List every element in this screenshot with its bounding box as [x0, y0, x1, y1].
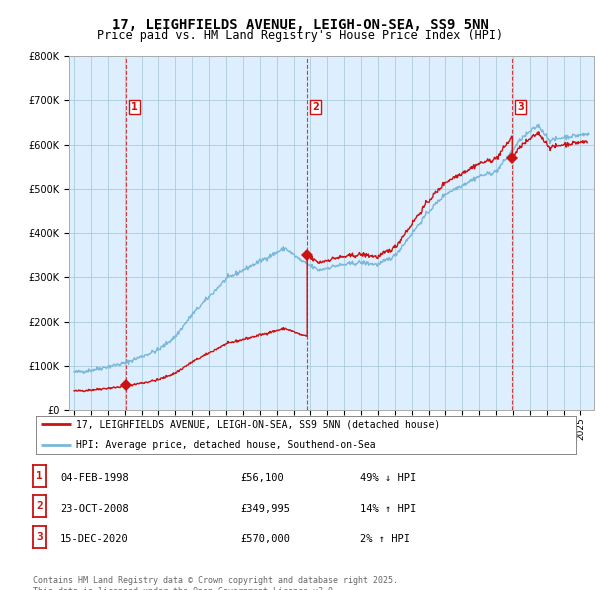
- Text: £56,100: £56,100: [240, 473, 284, 483]
- Text: 3: 3: [36, 532, 43, 542]
- Text: HPI: Average price, detached house, Southend-on-Sea: HPI: Average price, detached house, Sout…: [77, 440, 376, 450]
- Text: 2: 2: [312, 102, 319, 112]
- Text: Price paid vs. HM Land Registry's House Price Index (HPI): Price paid vs. HM Land Registry's House …: [97, 30, 503, 42]
- Text: 2% ↑ HPI: 2% ↑ HPI: [360, 535, 410, 545]
- Text: 2: 2: [36, 502, 43, 512]
- Text: 17, LEIGHFIELDS AVENUE, LEIGH-ON-SEA, SS9 5NN: 17, LEIGHFIELDS AVENUE, LEIGH-ON-SEA, SS…: [112, 18, 488, 32]
- Text: £349,995: £349,995: [240, 504, 290, 514]
- Text: 15-DEC-2020: 15-DEC-2020: [60, 535, 129, 545]
- Text: 49% ↓ HPI: 49% ↓ HPI: [360, 473, 416, 483]
- Text: £570,000: £570,000: [240, 535, 290, 545]
- Text: Contains HM Land Registry data © Crown copyright and database right 2025.
This d: Contains HM Land Registry data © Crown c…: [33, 576, 398, 590]
- Text: 14% ↑ HPI: 14% ↑ HPI: [360, 504, 416, 514]
- Text: 3: 3: [517, 102, 524, 112]
- Text: 1: 1: [36, 471, 43, 481]
- Text: 23-OCT-2008: 23-OCT-2008: [60, 504, 129, 514]
- Text: 04-FEB-1998: 04-FEB-1998: [60, 473, 129, 483]
- Text: 17, LEIGHFIELDS AVENUE, LEIGH-ON-SEA, SS9 5NN (detached house): 17, LEIGHFIELDS AVENUE, LEIGH-ON-SEA, SS…: [77, 419, 441, 430]
- Text: 1: 1: [131, 102, 138, 112]
